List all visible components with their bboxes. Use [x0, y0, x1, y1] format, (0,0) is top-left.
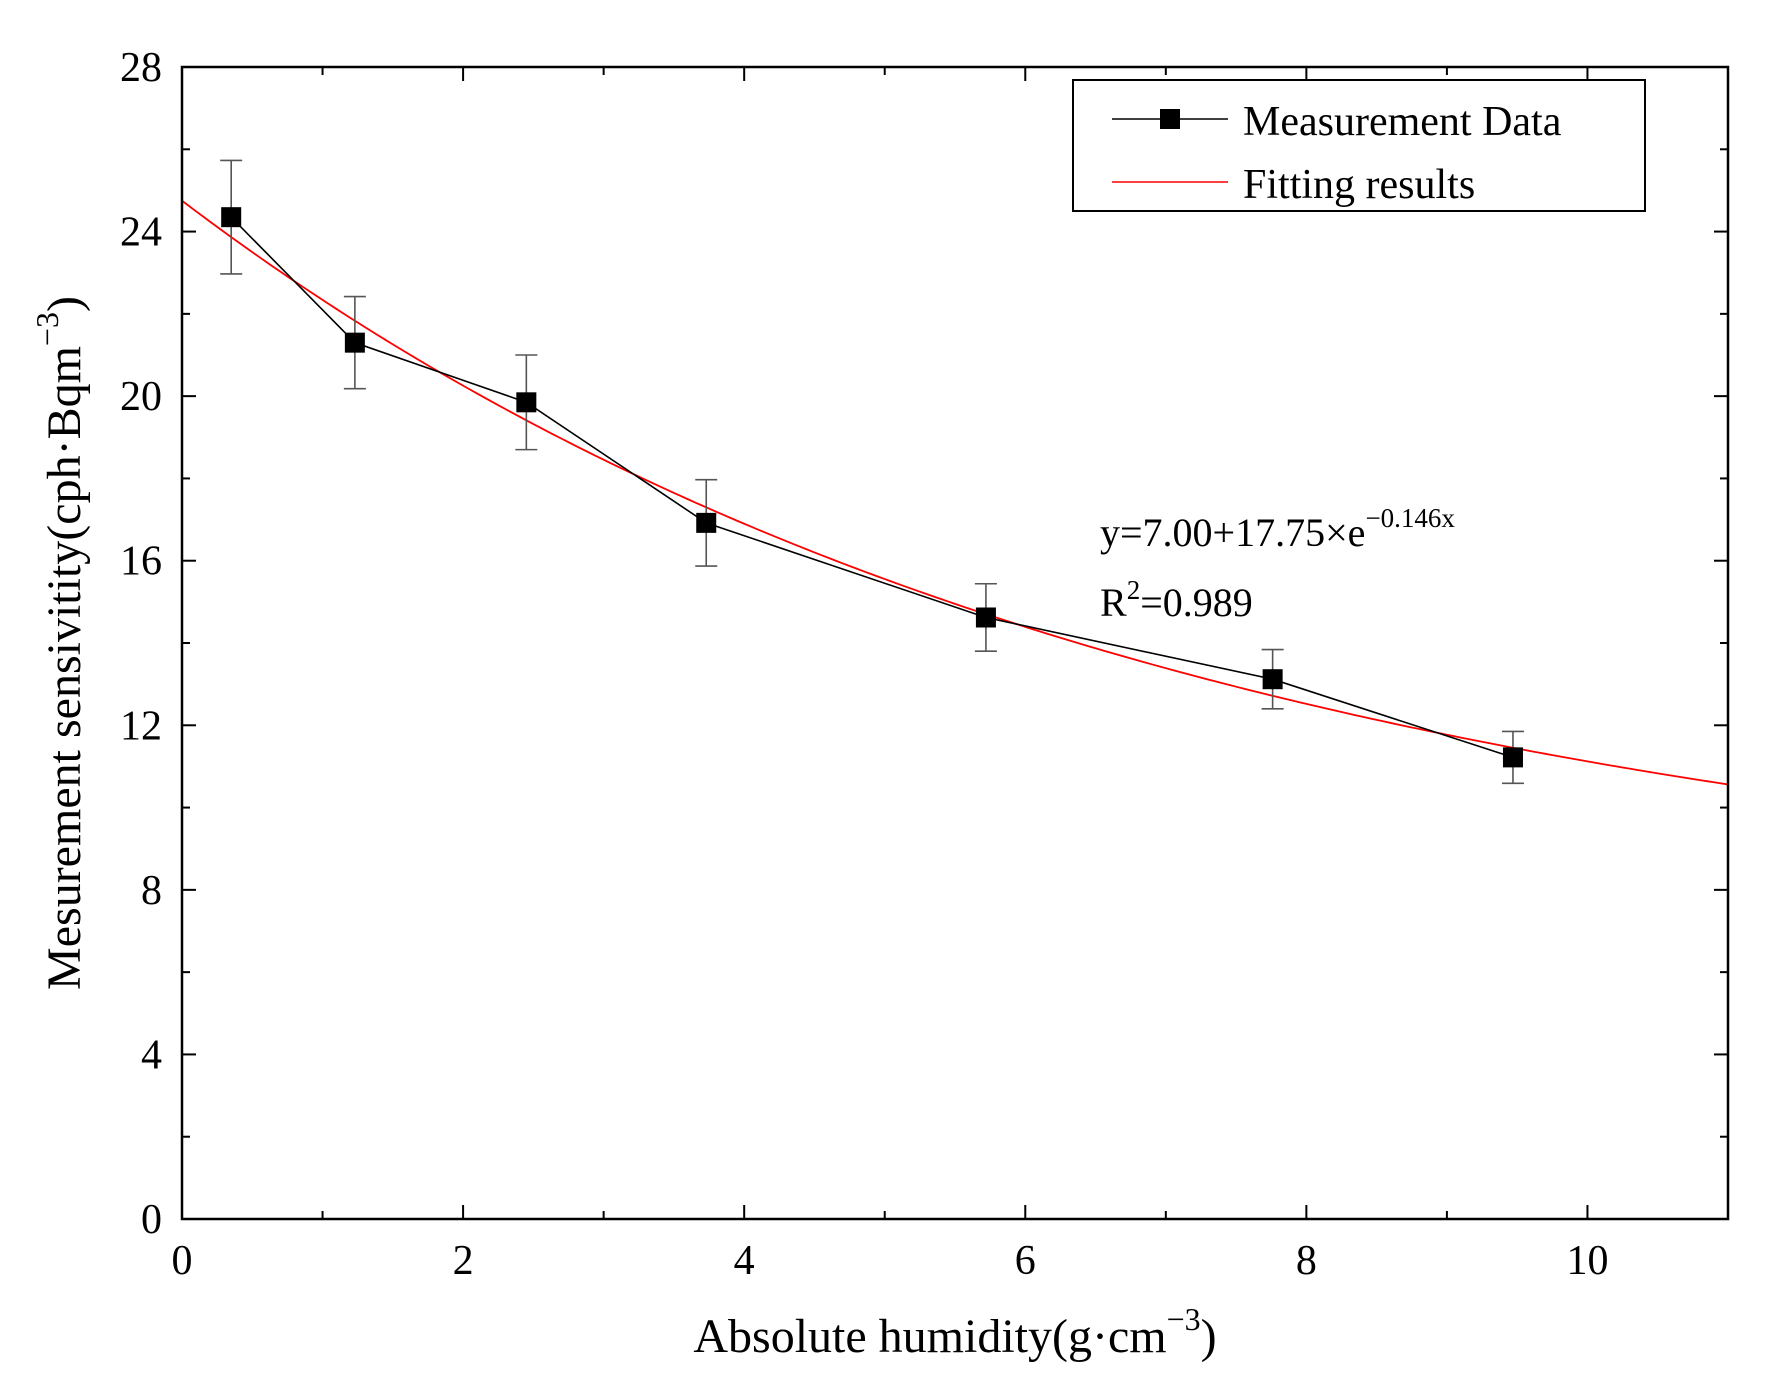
- x-axis-label-close: ): [1201, 1310, 1217, 1363]
- y-axis-label-sup: −3: [29, 312, 65, 346]
- axis-ticks: [181, 66, 1729, 1220]
- y-tick-label: 8: [141, 868, 162, 914]
- fit-equation: y=7.00+17.75×e−0.146x: [1100, 503, 1455, 555]
- fit-equation-base: y=7.00+17.75×e: [1100, 510, 1365, 555]
- chart-marks: [182, 159, 1728, 786]
- legend-label-measurement: Measurement Data: [1243, 99, 1562, 145]
- x-tick-label: 2: [453, 1238, 474, 1284]
- measurement-point: [1262, 669, 1283, 690]
- x-tick-label: 8: [1296, 1238, 1317, 1284]
- y-axis-label-close: ): [38, 296, 91, 312]
- measurement-point: [344, 332, 365, 353]
- r2-symbol: R: [1100, 580, 1127, 625]
- y-axis-label-text: Mesurement sensivitity(cph·Bqm: [38, 346, 91, 990]
- y-tick-label: 28: [120, 45, 162, 91]
- measurement-point: [516, 392, 537, 413]
- x-tick-label: 6: [1015, 1238, 1036, 1284]
- y-tick-label: 20: [120, 374, 162, 420]
- y-tick-label: 0: [141, 1197, 162, 1243]
- measurement-point: [221, 207, 242, 228]
- fit-r-squared: R2=0.989: [1100, 575, 1253, 625]
- y-tick-label: 16: [120, 539, 162, 585]
- measurement-point: [1502, 747, 1523, 768]
- legend: Measurement Data Fitting results: [1072, 79, 1646, 212]
- x-tick-label: 10: [1566, 1238, 1608, 1284]
- measurement-point: [975, 607, 996, 628]
- x-tick-label: 4: [734, 1238, 755, 1284]
- fit-equation-exponent: −0.146x: [1365, 503, 1455, 533]
- measurement-point: [696, 512, 717, 533]
- plot-frame: [180, 65, 1730, 1221]
- x-tick-label: 0: [172, 1238, 193, 1284]
- x-axis-label-sup: −3: [1167, 1301, 1201, 1337]
- legend-box: [1072, 79, 1646, 212]
- r2-value: =0.989: [1140, 580, 1253, 625]
- x-axis-label-text: Absolute humidity(g·cm: [693, 1310, 1166, 1363]
- x-axis-label: Absolute humidity(g·cm−3): [693, 1301, 1216, 1363]
- y-tick-label: 4: [141, 1032, 162, 1078]
- y-axis-label: Mesurement sensivitity(cph·Bqm−3): [29, 296, 91, 990]
- legend-label-fitting: Fitting results: [1243, 162, 1475, 208]
- y-tick-label: 24: [120, 210, 162, 256]
- y-tick-label: 12: [120, 703, 162, 749]
- fit-annotation: y=7.00+17.75×e−0.146x R2=0.989: [1100, 503, 1455, 625]
- legend-marker-measurement: [1160, 109, 1180, 129]
- r2-superscript: 2: [1127, 575, 1141, 605]
